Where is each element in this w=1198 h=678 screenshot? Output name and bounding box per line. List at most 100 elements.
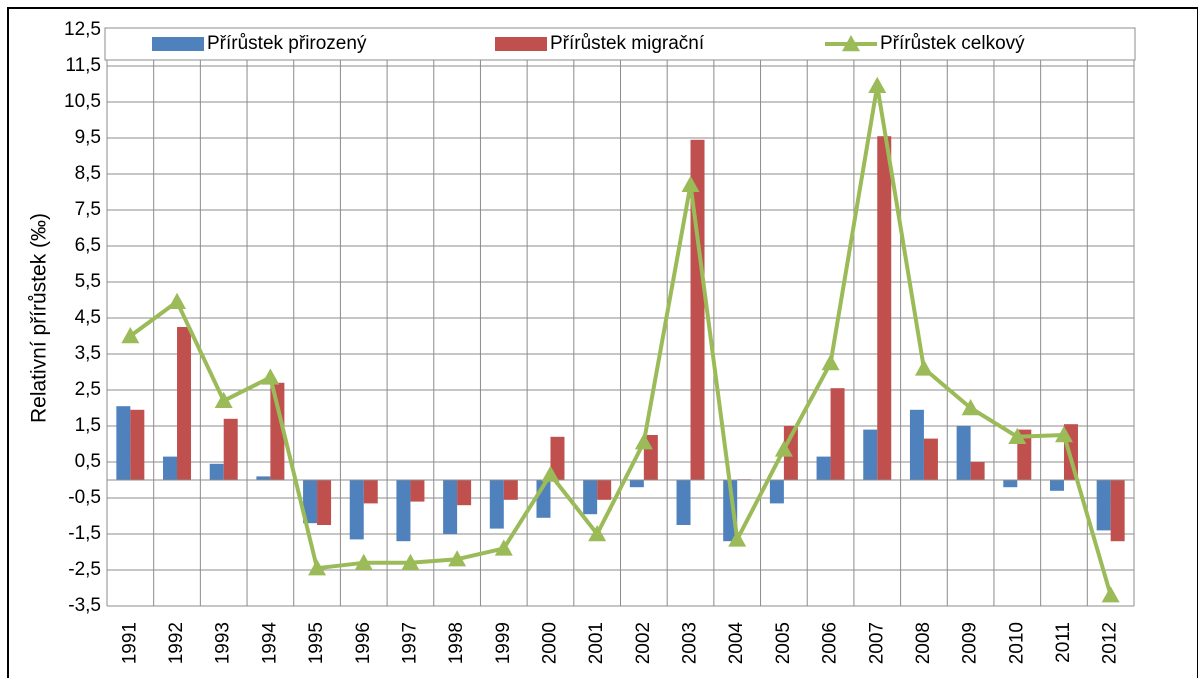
x-tick-label: 2012	[1100, 622, 1121, 664]
y-tick-label: 1,5	[75, 415, 101, 436]
marker	[214, 391, 233, 408]
y-tick-label: 7,5	[75, 199, 101, 220]
x-tick-label: 1993	[213, 622, 234, 664]
x-tick-label: 2007	[866, 622, 887, 664]
marker	[1101, 586, 1120, 603]
marker	[448, 550, 467, 567]
bar	[443, 480, 458, 534]
x-tick-label: 2006	[820, 622, 841, 664]
y-tick-label: -1,5	[68, 523, 101, 544]
marker	[354, 553, 373, 570]
bar	[816, 456, 831, 480]
bar	[583, 480, 598, 515]
marker	[168, 292, 187, 309]
legend-swatch	[152, 37, 204, 51]
marker	[261, 368, 280, 385]
bar	[1110, 480, 1125, 542]
marker	[728, 530, 747, 547]
bar	[317, 480, 332, 525]
y-tick-label: 6,5	[75, 235, 101, 256]
bar	[503, 480, 518, 500]
marker	[868, 76, 887, 93]
bar	[457, 480, 472, 506]
legend-label: Přírůstek přirozený	[207, 33, 367, 54]
line-series	[129, 83, 1113, 596]
legend-label: Přírůstek migrační	[550, 33, 705, 54]
bar	[1003, 480, 1018, 488]
bar	[410, 480, 425, 502]
bar	[956, 426, 971, 480]
marker	[588, 525, 607, 542]
y-tick-label: 12,5	[64, 19, 101, 40]
bar	[270, 382, 285, 480]
x-tick-label: 2010	[1006, 622, 1027, 664]
bar	[676, 480, 691, 525]
x-tick-label: 1992	[166, 622, 187, 664]
y-tick-label: 0,5	[75, 451, 101, 472]
marker	[494, 539, 513, 556]
bar	[363, 480, 378, 504]
bar	[209, 463, 224, 480]
frame	[7, 7, 1198, 678]
x-tick-label: 2009	[960, 622, 981, 664]
bar	[1049, 480, 1064, 491]
y-tick-label: -2,5	[68, 559, 101, 580]
marker	[1008, 427, 1027, 444]
y-tick-label: 10,5	[64, 91, 101, 112]
bar	[256, 476, 271, 480]
x-tick-label: 1995	[306, 622, 327, 664]
legend-swatch-marker	[842, 35, 860, 52]
bar	[597, 480, 612, 500]
bar	[177, 327, 192, 480]
marker	[401, 553, 420, 570]
y-axis-label: Relativní přírůstek (‰)	[28, 213, 51, 423]
bar	[629, 480, 644, 488]
y-tick-label: -3,5	[68, 595, 101, 616]
bar	[163, 456, 178, 480]
bar	[923, 438, 938, 480]
marker	[681, 175, 700, 192]
y-tick-label: 8,5	[75, 163, 101, 184]
bar	[349, 480, 364, 540]
x-tick-label: 1994	[259, 622, 280, 665]
x-tick-label: 2008	[913, 622, 934, 664]
bar	[877, 136, 892, 480]
y-tick-label: 2,5	[75, 379, 101, 400]
x-tick-label: 2011	[1053, 622, 1074, 663]
bar	[970, 462, 985, 480]
y-tick-label: 4,5	[75, 307, 101, 328]
x-tick-label: 1996	[353, 622, 374, 664]
x-tick-label: 2004	[726, 622, 747, 665]
marker	[961, 399, 980, 416]
bar	[130, 409, 145, 480]
y-tick-label: 5,5	[75, 271, 101, 292]
x-tick-label: 2001	[586, 622, 607, 664]
bar	[396, 480, 411, 542]
x-tick-label: 1998	[446, 622, 467, 664]
marker	[541, 465, 560, 482]
bar	[489, 480, 504, 529]
marker	[821, 354, 840, 371]
marker	[914, 359, 933, 376]
y-tick-label: 11,5	[65, 55, 101, 76]
bar	[909, 409, 924, 480]
x-tick-label: 1991	[119, 622, 140, 664]
legend-swatch	[495, 37, 547, 51]
marker	[774, 440, 793, 457]
x-tick-label: 2000	[539, 622, 560, 664]
x-tick-label: 2005	[773, 622, 794, 664]
bar	[1096, 480, 1111, 531]
marker	[308, 559, 327, 576]
marker	[634, 433, 653, 450]
bar	[769, 480, 784, 504]
x-tick-label: 1997	[399, 622, 420, 664]
y-tick-label: 3,5	[75, 343, 101, 364]
y-tick-label: -0,5	[68, 487, 101, 508]
bar	[303, 480, 318, 524]
y-tick-label: 9,5	[75, 127, 101, 148]
bar	[223, 418, 238, 480]
marker	[1054, 426, 1073, 443]
bar	[550, 436, 565, 480]
legend-box	[104, 27, 1136, 61]
